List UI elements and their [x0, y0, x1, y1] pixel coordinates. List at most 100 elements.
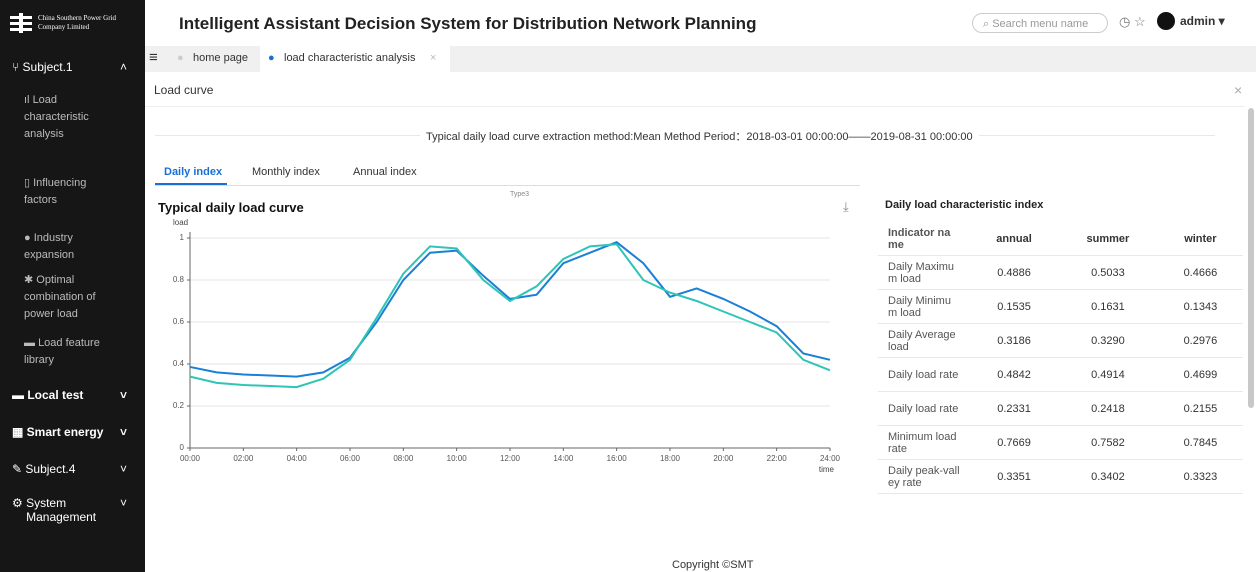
- table-title: Daily load characteristic index: [885, 199, 1044, 211]
- y-tick-label: 0.8: [173, 275, 185, 284]
- cell: 0.4914: [1058, 357, 1158, 392]
- x-tick-label: 12:00: [500, 454, 521, 463]
- cell: 0.1343: [1157, 289, 1243, 324]
- cell: 0.2976: [1157, 323, 1243, 358]
- row: Daily load rate 0.2331 0.2418 0.2155: [878, 391, 1243, 426]
- row: Daily Maximum load 0.4886 0.5033 0.4666: [878, 255, 1243, 290]
- series-line: [189, 243, 831, 389]
- series-line: [189, 241, 831, 378]
- download-icon[interactable]: ⤓: [843, 199, 849, 214]
- hamburger[interactable]: ≡: [149, 49, 158, 66]
- submenu-label: Optimal combination of power load: [24, 274, 96, 320]
- sidebar: China Southern Power Grid Company Limite…: [0, 0, 145, 572]
- row: Daily load rate 0.4842 0.4914 0.4699: [878, 357, 1243, 392]
- cell: Daily Maximum load: [878, 255, 970, 290]
- cell: 0.4699: [1157, 357, 1243, 392]
- cell: 0.4842: [970, 357, 1059, 392]
- menu-item[interactable]: ▦ Smart energy ˅: [12, 425, 128, 439]
- cell: 0.1535: [970, 289, 1059, 324]
- submenu-label: Load feature library: [24, 337, 100, 366]
- tab-label: home page: [193, 52, 249, 64]
- cell: 0.7669: [970, 425, 1059, 460]
- search-box[interactable]: ⌕ Search menu name: [972, 13, 1108, 33]
- x-tick-label: 18:00: [660, 454, 681, 463]
- menu-item[interactable]: ▬ Local test ˅: [12, 388, 128, 402]
- cell: Daily Average load: [878, 323, 970, 358]
- row: Daily Average load 0.3186 0.3290 0.2976: [878, 323, 1243, 358]
- cell: Daily peak-valley rate: [878, 459, 970, 494]
- y-axis-label: load: [173, 218, 188, 227]
- panel-title: Load curve: [154, 83, 214, 97]
- index-table: Indicator name annual summer winter Daily Ma…: [878, 222, 1243, 494]
- menu-item[interactable]: ⑂ Subject.1 ˄: [12, 60, 128, 74]
- search-placeholder: Search menu name: [992, 18, 1089, 30]
- menu-label: Smart energy: [26, 425, 104, 439]
- menu-label: Local test: [27, 388, 84, 402]
- tab-home[interactable]: ● home page: [165, 46, 260, 72]
- table-wrap: Indicator name annual summer winter Daily Ma…: [878, 222, 1243, 494]
- x-tick-label: 08:00: [393, 454, 414, 463]
- logo-text: China Southern Power Grid Company Limite…: [38, 14, 116, 31]
- cell: 0.2155: [1157, 391, 1243, 426]
- submenu-item[interactable]: ▬ Load feature library: [24, 337, 100, 366]
- menu-label: Subject.1: [22, 60, 73, 74]
- y-tick-label: 0: [180, 443, 185, 452]
- y-tick-label: 0.6: [173, 317, 185, 326]
- x-tick-label: 00:00: [180, 454, 201, 463]
- cell: Daily load rate: [878, 391, 970, 426]
- cell: 0.7845: [1157, 425, 1243, 460]
- subtab-rule: [155, 185, 860, 186]
- cell: 0.4886: [970, 255, 1059, 290]
- column-header: annual: [970, 222, 1059, 256]
- menu-label: Subject.4: [25, 462, 76, 476]
- menu-item[interactable]: ✎ Subject.4 ˅: [12, 462, 128, 476]
- x-tick-label: 04:00: [287, 454, 308, 463]
- submenu-item[interactable]: ✱ Optimal combination of power load: [24, 274, 96, 320]
- submenu-label: Load characteristic analysis: [24, 94, 89, 140]
- menu-item[interactable]: ⚙ System Management ˅: [12, 496, 128, 524]
- cell: 0.3290: [1058, 323, 1158, 358]
- submenu-label: Influencing factors: [24, 177, 87, 206]
- tab-bar: ≡ ● home page ● load characteristic analys…: [145, 46, 1256, 72]
- user-menu[interactable]: admin ▾: [1180, 14, 1225, 28]
- tab-active[interactable]: ● load characteristic analysis ×: [260, 46, 450, 72]
- subtab-indicator: [155, 183, 227, 185]
- submenu-item[interactable]: ● Industry expansion: [24, 232, 75, 261]
- x-tick-label: 16:00: [607, 454, 628, 463]
- x-tick-label: 20:00: [713, 454, 734, 463]
- method-text: Typical daily load curve extraction meth…: [420, 128, 979, 144]
- avatar: [1157, 12, 1175, 30]
- column-header: Indicator name: [878, 222, 970, 256]
- y-tick-label: 1: [180, 233, 185, 242]
- subtab-caption: Type3: [510, 191, 530, 198]
- x-tick-label: 06:00: [340, 454, 361, 463]
- scrollbar[interactable]: [1248, 108, 1254, 408]
- x-tick-label: 24:00: [820, 454, 841, 463]
- header: Intelligent Assistant Decision System fo…: [145, 0, 1256, 46]
- submenu-item[interactable]: ▯ Influencing factors: [24, 177, 87, 206]
- cell: 0.3402: [1058, 459, 1158, 494]
- cell: 0.3186: [970, 323, 1059, 358]
- subtab[interactable]: Annual index: [353, 166, 417, 178]
- cell: 0.2418: [1058, 391, 1158, 426]
- logo-icon: [10, 13, 32, 33]
- row: Daily peak-valley rate 0.3351 0.3402 0.3323: [878, 459, 1243, 494]
- cell: 0.5033: [1058, 255, 1158, 290]
- subtab[interactable]: Daily index: [164, 166, 223, 178]
- y-tick-label: 0.4: [173, 359, 185, 368]
- panel-close[interactable]: ×: [1234, 82, 1243, 98]
- chart: load time 0 0.2 0.4 0.6 0.8 1 00:00 02:00 04:00 06:…: [173, 218, 841, 474]
- submenu-item[interactable]: ıl Load characteristic analysis: [24, 94, 89, 140]
- cell: 0.4666: [1157, 255, 1243, 290]
- x-tick-label: 22:00: [767, 454, 788, 463]
- chart-title: Typical daily load curve: [158, 200, 304, 215]
- header-row: Indicator name annual summer winter: [878, 222, 1243, 256]
- icons[interactable]: ◷ ☆: [1119, 14, 1146, 29]
- cell: Minimum load rate: [878, 425, 970, 460]
- logo: China Southern Power Grid Company Limite…: [10, 8, 135, 38]
- subtab[interactable]: Monthly index: [252, 166, 320, 178]
- y-tick-label: 0.2: [173, 401, 185, 410]
- menu-label: System Management: [26, 496, 97, 524]
- submenu-label: Industry expansion: [24, 232, 75, 261]
